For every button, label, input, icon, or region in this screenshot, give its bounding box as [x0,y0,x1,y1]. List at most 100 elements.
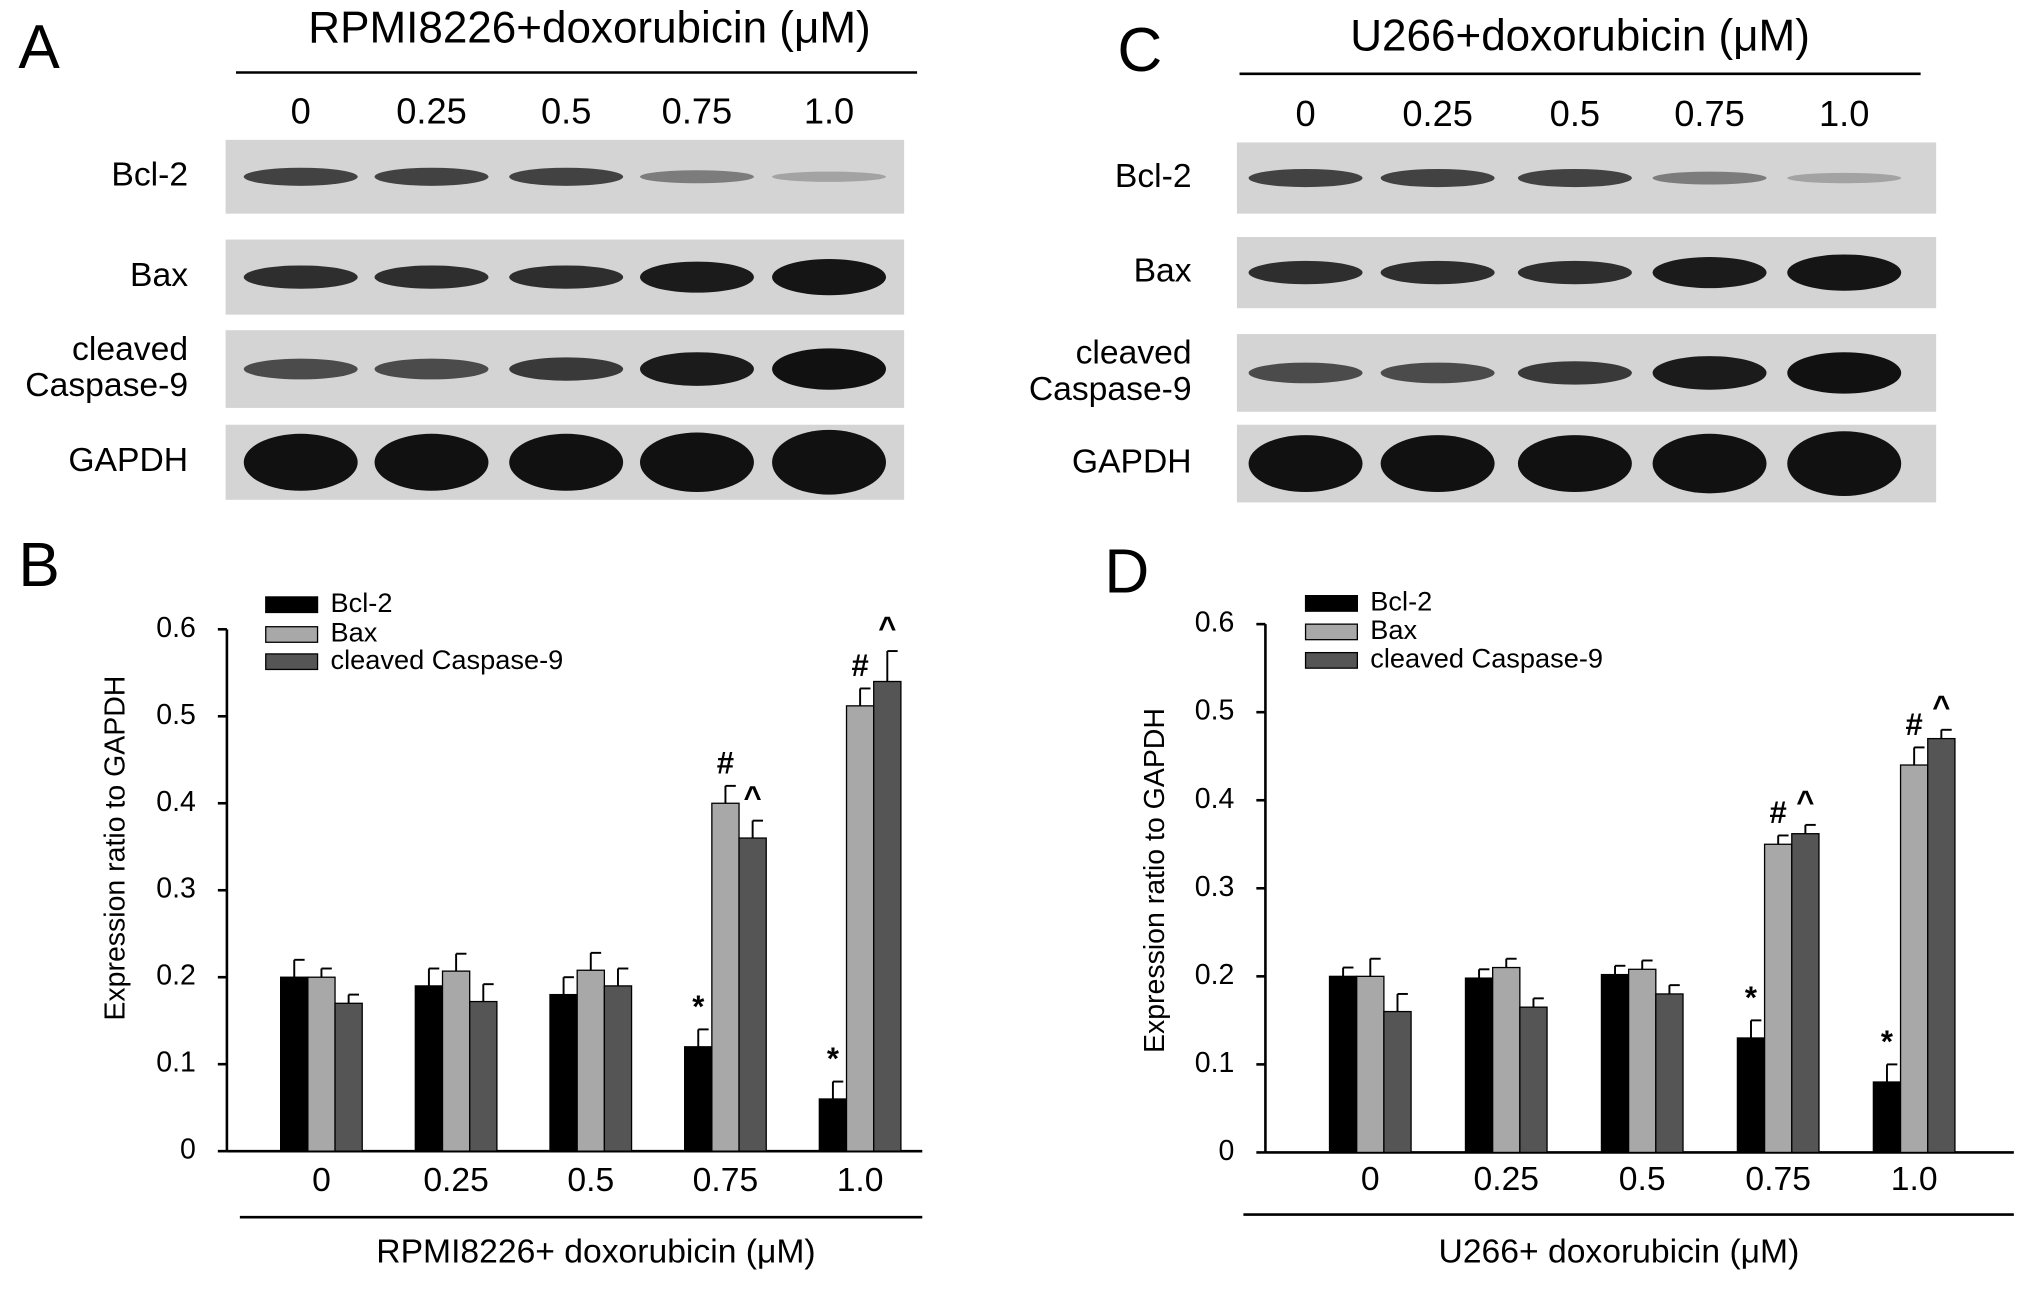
x-axis-label: RPMI8226+ doxorubicin (μM) [376,1233,815,1270]
blot-band [1787,431,1902,496]
significance-marker: * [827,1041,840,1076]
row-label: Caspase-9 [1029,371,1192,408]
legend-swatch [265,626,319,643]
x-tick-label: 0.25 [1474,1161,1540,1198]
blot-band [1652,433,1767,494]
blot-band [1787,352,1902,394]
blot-band [1380,362,1495,384]
legend-label: cleaved Caspase-9 [1370,643,1603,674]
error-bar [589,951,602,971]
row-label: GAPDH [68,442,188,479]
error-bar [1478,968,1490,979]
blot-band [509,433,624,491]
lane-label: 0.25 [396,91,467,132]
blot-band [1380,168,1495,188]
y-tick-label: 0.1 [156,1047,196,1079]
error-bar [886,650,898,682]
significance-marker: ^ [1932,689,1950,724]
x-axis-label: U266+ doxorubicin (μM) [1439,1233,1800,1270]
bar [818,1098,848,1152]
y-tick-label: 0.4 [1195,783,1235,815]
error-bar [616,967,629,986]
row-label: cleaved [72,331,188,368]
row-label: cleaved [1076,335,1192,372]
error-bar [724,784,736,804]
bar [414,985,444,1152]
bar [603,985,633,1152]
blot-band [639,261,754,293]
row-label: Bcl-2 [111,157,188,194]
significance-marker: * [692,989,705,1024]
blot-band [243,433,358,491]
blot-band [1248,168,1363,188]
significance-marker: # [1906,707,1923,742]
y-tick-label: 0.2 [1195,959,1235,991]
panel-letter: A [18,13,60,82]
error-bar [1777,834,1789,845]
significance-marker: # [717,745,734,780]
lane-label: 0 [291,91,311,132]
y-tick-label: 0.3 [156,873,196,905]
row-label: Bax [1134,252,1192,289]
error-bar [1614,964,1626,975]
blot-band [243,358,358,380]
bar [711,802,740,1152]
blot-band [1517,361,1632,385]
x-tick-label: 1.0 [837,1162,884,1199]
lane-label: 0.75 [1674,93,1745,134]
error-bar [293,958,305,978]
panel-letter: B [18,531,59,600]
legend-label: Bax [331,617,378,648]
significance-marker: ^ [878,611,896,646]
blot-band [1652,171,1767,185]
bar [684,1046,713,1152]
bar [280,976,309,1152]
blot-band [1652,356,1767,390]
error-bar [1940,728,1952,739]
bar [1464,977,1494,1154]
significance-marker: * [1881,1024,1894,1059]
error-bar [562,976,574,995]
blot-band [1517,168,1632,188]
x-tick-label: 0 [1361,1161,1380,1198]
error-bar [427,967,440,986]
bar [1519,1006,1548,1154]
error-bar [320,967,332,978]
blot-band [639,352,754,386]
blot-band [772,429,887,495]
blot-band [1517,435,1632,493]
lane-label: 0.25 [1402,93,1473,134]
error-bar [1505,957,1517,968]
blot-band [374,433,489,491]
bar [1655,993,1684,1154]
blot-band [1380,435,1495,493]
blot-band [1787,254,1902,291]
bar [845,705,875,1152]
bar [1383,1010,1412,1154]
blot-band [509,265,624,289]
bar [1899,764,1929,1154]
y-tick-label: 0.5 [156,699,196,731]
x-tick-label: 0.75 [693,1162,759,1199]
significance-marker: ^ [1796,784,1814,819]
y-tick-label: 0.6 [1195,607,1235,639]
panel-letter: D [1104,538,1149,607]
row-label: Caspase-9 [25,367,188,404]
bar [441,970,471,1152]
bar [307,976,336,1152]
blot-band [772,258,887,296]
legend-swatch [1304,594,1358,612]
significance-marker: ^ [744,780,762,815]
error-bar [1804,823,1816,834]
bar [549,993,578,1152]
error-bar [859,687,871,706]
blot-band [1652,257,1767,289]
bar [1492,966,1521,1154]
blot-band [639,432,754,493]
x-tick-label: 0.75 [1745,1161,1811,1198]
panel-letter: C [1117,16,1162,85]
legend-swatch [265,653,319,671]
lane-label: 0.5 [541,91,591,132]
legend-label: Bax [1370,614,1417,645]
y-tick-label: 0.2 [156,960,196,992]
